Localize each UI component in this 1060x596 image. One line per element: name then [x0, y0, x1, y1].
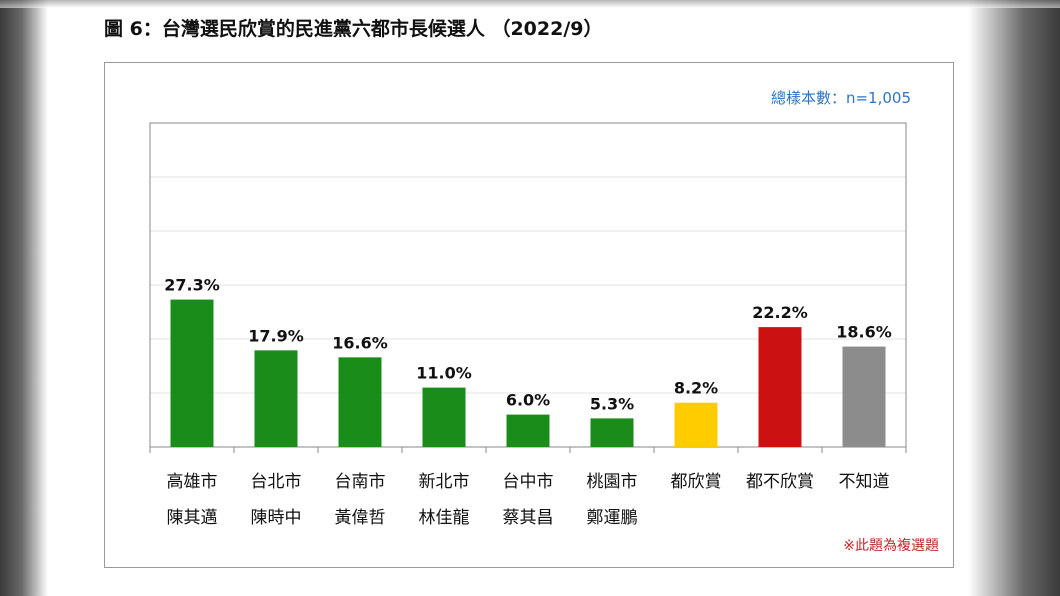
bar: [506, 414, 550, 447]
left-screen-edge: [0, 0, 48, 596]
bar: [338, 357, 382, 447]
data-label: 11.0%: [416, 364, 472, 383]
category-label: 黃偉哲: [335, 508, 386, 528]
chart-frame: 總樣本數：n=1,005 ※此題為複選題 27.3% 高雄市陳其邁 17.9% 台北市…: [104, 62, 954, 568]
category-label: 都不欣賞: [746, 472, 814, 492]
category-label: 林佳龍: [419, 508, 470, 528]
bar: [842, 346, 886, 447]
category-label: 都欣賞: [671, 472, 722, 492]
category-label: 陳時中: [251, 508, 302, 528]
bar: [590, 418, 634, 447]
category-label: 台南市: [335, 472, 386, 492]
right-screen-edge: [968, 0, 1060, 596]
category-label: 台北市: [251, 472, 302, 492]
data-label: 18.6%: [836, 323, 892, 342]
figure-title: 圖 6：台灣選民欣賞的民進黨六都市長候選人 （2022/9）: [104, 18, 603, 40]
top-screen-edge: [0, 0, 1060, 8]
category-label: 高雄市: [167, 472, 218, 492]
category-label: 新北市: [419, 472, 470, 492]
bar: [254, 350, 298, 447]
category-label: 桃園市: [587, 472, 638, 492]
data-label: 5.3%: [590, 394, 634, 413]
bar: [674, 402, 718, 447]
data-label: 6.0%: [506, 391, 550, 410]
category-label: 台中市: [503, 472, 554, 492]
bar: [758, 327, 802, 447]
bar: [422, 387, 466, 447]
category-label: 蔡其昌: [503, 508, 554, 528]
sample-size-note: 總樣本數：n=1,005: [770, 89, 911, 107]
category-label: 陳其邁: [167, 508, 218, 528]
data-label: 8.2%: [674, 379, 718, 398]
data-label: 17.9%: [248, 326, 304, 345]
data-label: 27.3%: [164, 276, 220, 295]
data-label: 16.6%: [332, 333, 388, 352]
category-label: 鄭運鵬: [587, 508, 638, 528]
category-label: 不知道: [839, 472, 890, 492]
data-label: 22.2%: [752, 303, 808, 322]
bar: [170, 299, 214, 447]
multiple-choice-footnote: ※此題為複選題: [843, 538, 939, 554]
